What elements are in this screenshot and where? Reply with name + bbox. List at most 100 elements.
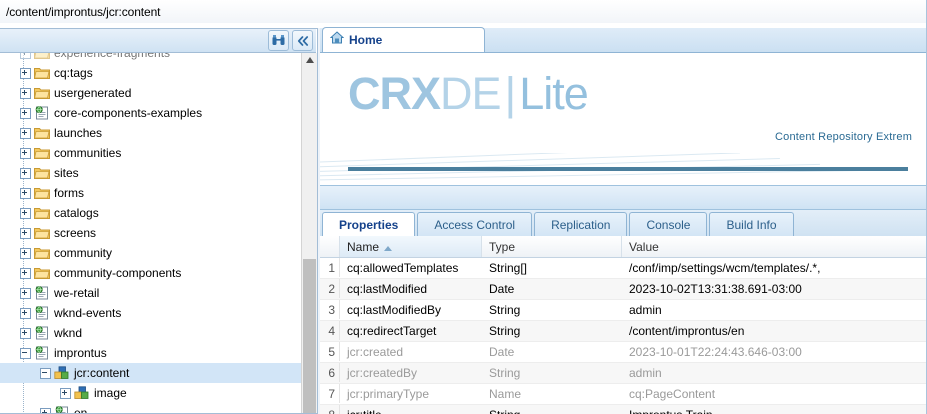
tree-node-we-retail[interactable]: we-retail <box>0 283 300 303</box>
collapse-minus-icon[interactable] <box>40 367 51 379</box>
tab-build-info[interactable]: Build Info <box>709 212 794 236</box>
tree-node-label: community <box>54 246 113 260</box>
expand-plus-icon[interactable] <box>20 107 31 119</box>
logo-de-text: DE <box>440 68 502 119</box>
tab-properties[interactable]: Properties <box>322 212 416 236</box>
tree-node-community-components[interactable]: community-components <box>0 263 300 283</box>
binoculars-icon[interactable] <box>268 30 289 51</box>
expand-plus-icon[interactable] <box>60 387 71 399</box>
tree-node-launches[interactable]: launches <box>0 123 300 143</box>
table-row[interactable]: 7 jcr:primaryType Name cq:PageContent <box>320 384 927 405</box>
expand-plus-icon[interactable] <box>20 167 31 179</box>
tree-vertical-scrollbar[interactable] <box>301 53 317 413</box>
grid-header-name-label: Name <box>347 239 380 254</box>
tree-node-wknd-events[interactable]: wknd-events <box>0 303 300 323</box>
tree-node-usergenerated[interactable]: usergenerated <box>0 83 300 103</box>
expand-plus-icon[interactable] <box>20 127 31 139</box>
expand-plus-icon[interactable] <box>20 287 31 299</box>
grid-cell-name: jcr:created <box>347 344 404 359</box>
folder-icon <box>34 268 50 279</box>
folder-icon <box>34 188 50 199</box>
tree-node-label: core-components-examples <box>54 106 203 120</box>
expand-plus-icon[interactable] <box>20 207 31 219</box>
grid-cell-num: 5 <box>320 342 340 361</box>
expand-plus-icon[interactable] <box>20 307 31 319</box>
tree-node-screens[interactable]: screens <box>0 223 300 243</box>
page-icon <box>35 326 48 340</box>
folder-icon <box>34 208 50 219</box>
table-row[interactable]: 6 jcr:createdBy String admin <box>320 363 927 384</box>
grid-cell-value: 2023-10-01T22:24:43.646-03:00 <box>629 344 802 359</box>
grid-cell-value: cq:PageContent <box>629 386 716 401</box>
tree-node-community[interactable]: community <box>0 243 300 263</box>
folder-icon-wrap <box>34 166 54 180</box>
tree-node-image[interactable]: image <box>0 383 300 403</box>
expand-plus-icon[interactable] <box>20 87 31 99</box>
expand-plus-icon[interactable] <box>20 187 31 199</box>
folder-icon <box>34 168 50 179</box>
tree-node-catalogs[interactable]: catalogs <box>0 203 300 223</box>
grid-header-name[interactable]: Name <box>340 236 482 257</box>
expand-plus-icon[interactable] <box>40 407 51 413</box>
grid-cell-name: jcr:createdBy <box>347 365 418 380</box>
grid-body: 1 cq:allowedTemplates String[] /conf/imp/se… <box>320 258 927 414</box>
grid-cell-value: /conf/imp/settings/wcm/templates/.*, <box>629 260 821 275</box>
expand-plus-icon[interactable] <box>20 147 31 159</box>
grid-cell-num: 6 <box>320 363 340 382</box>
double-chevron-left-icon[interactable] <box>292 30 313 51</box>
grid-cell-type: String <box>489 365 521 380</box>
tab-home[interactable]: Home <box>322 27 485 52</box>
scroll-up-arrow[interactable] <box>302 53 317 67</box>
grid-header-type[interactable]: Type <box>482 236 622 257</box>
table-row[interactable]: 8jcr:titleStringImprontus.Train <box>320 405 927 414</box>
page-icon-wrap <box>34 326 54 340</box>
table-row[interactable]: 2 cq:lastModified Date 2023-10-02T13:31:38.… <box>320 279 927 300</box>
folder-icon <box>34 128 50 139</box>
tab-replication[interactable]: Replication <box>534 212 628 236</box>
address-bar[interactable]: /content/improntus/jcr:content <box>0 0 927 24</box>
grid-cell-value: 2023-10-02T13:31:38.691-03:00 <box>629 281 802 296</box>
tree-node-sites[interactable]: sites <box>0 163 300 183</box>
tree-node-experience-fragments[interactable]: experience-fragments <box>0 53 300 63</box>
tree-node-label: en <box>74 406 88 413</box>
expand-plus-icon[interactable] <box>20 247 31 259</box>
expand-plus-icon[interactable] <box>20 67 31 79</box>
page-icon-wrap <box>34 106 54 120</box>
tree-node-label: image <box>94 386 127 400</box>
tab-console[interactable]: Console <box>629 212 708 236</box>
panel-separator-band <box>320 185 927 210</box>
expand-plus-icon[interactable] <box>20 53 31 59</box>
tree-node-en[interactable]: en <box>0 403 300 413</box>
tree-node-wknd[interactable]: wknd <box>0 323 300 343</box>
tree-node-cq-tags[interactable]: cq:tags <box>0 63 300 83</box>
scrollbar-thumb[interactable] <box>303 259 316 413</box>
grid-cell-num: 3 <box>320 300 340 319</box>
tree-node-jcr-content[interactable]: jcr:content <box>0 363 316 383</box>
grid-cell-type: Date <box>489 344 515 359</box>
page-icon <box>35 346 48 360</box>
expand-plus-icon[interactable] <box>20 327 31 339</box>
tree-node-communities[interactable]: communities <box>0 143 300 163</box>
expand-plus-icon[interactable] <box>20 267 31 279</box>
tab-label: Build Info <box>726 217 777 232</box>
branding-rule <box>348 167 908 171</box>
tree-node-forms[interactable]: forms <box>0 183 300 203</box>
grid-cell-type: String <box>489 302 521 317</box>
table-row[interactable]: 4 cq:redirectTarget String/content/impront… <box>320 321 927 342</box>
collapse-minus-icon[interactable] <box>20 347 31 359</box>
table-row[interactable]: 5 jcr:created Date 2023-10-01T22:24:43.646-… <box>320 342 927 363</box>
table-row[interactable]: 1 cq:allowedTemplates String[] /conf/imp/se… <box>320 258 927 279</box>
folder-icon-wrap <box>34 206 54 220</box>
folder-icon <box>34 148 50 159</box>
tab-access-control[interactable]: Access Control <box>417 212 533 236</box>
grid-cell-value: admin <box>629 365 662 380</box>
table-row[interactable]: 3 cq:lastModifiedBy String admin <box>320 300 927 321</box>
tree-node-core-components-examples[interactable]: core-components-examples <box>0 103 300 123</box>
tree-node-label: usergenerated <box>54 86 132 100</box>
grid-cell-value: admin <box>629 302 662 317</box>
tree-node-list: experience-fragments cq:tags usergenerated… <box>0 53 316 413</box>
tree-node-improntus[interactable]: improntus <box>0 343 300 363</box>
grid-header-value[interactable]: Value <box>622 236 927 257</box>
expand-plus-icon[interactable] <box>20 227 31 239</box>
tree-node-label: community-components <box>54 266 182 280</box>
